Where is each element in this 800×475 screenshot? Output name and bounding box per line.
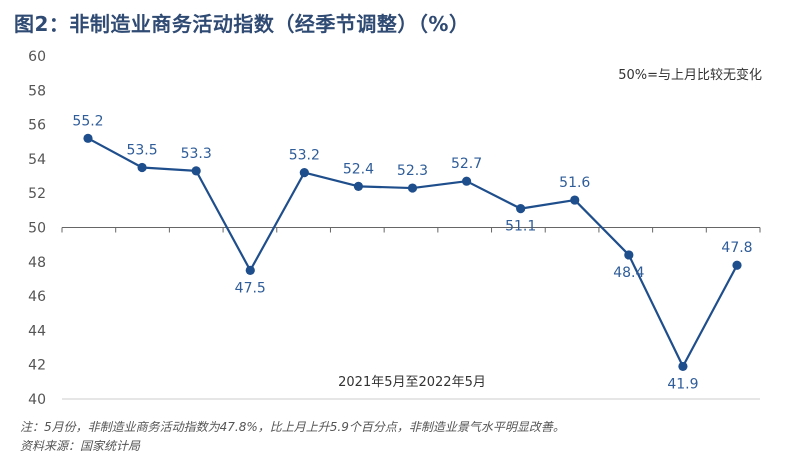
data-label: 55.2 [72, 113, 103, 129]
data-label: 53.5 [126, 142, 157, 158]
data-point [570, 195, 580, 205]
data-label: 47.5 [235, 280, 266, 296]
chart-title: 图2：非制造业商务活动指数（经季节调整）（%） [14, 12, 470, 36]
data-label: 52.7 [451, 156, 482, 172]
chart-note: 注：5月份，非制造业商务活动指数为47.8%，比上月上升5.9个百分点，非制造业… [20, 420, 565, 434]
y-tick-label: 56 [28, 118, 46, 134]
data-point [353, 181, 364, 191]
data-label: 51.6 [559, 175, 590, 191]
data-label: 51.1 [505, 219, 536, 235]
x-axis-label: 2021年5月至2022年5月 [338, 375, 486, 390]
annotation-text: 50%=与上月比较无变化 [618, 67, 762, 83]
data-label: 53.3 [181, 146, 212, 162]
data-point [245, 265, 255, 275]
data-point [407, 183, 418, 193]
data-point [624, 250, 634, 260]
y-tick-label: 58 [28, 83, 46, 99]
data-label: 47.8 [721, 240, 752, 256]
data-label: 41.9 [667, 376, 698, 392]
y-tick-label: 48 [28, 255, 46, 271]
y-tick-label: 46 [28, 289, 46, 305]
y-tick-label: 42 [28, 358, 46, 374]
data-point [299, 168, 309, 178]
data-point [83, 133, 93, 143]
data-label: 48.4 [613, 265, 644, 281]
data-source: 资料来源：国家统计局 [20, 439, 141, 453]
data-point [516, 204, 526, 214]
data-label: 52.3 [397, 163, 428, 179]
y-tick-label: 52 [28, 186, 46, 202]
y-tick-label: 54 [28, 152, 46, 168]
data-point [678, 361, 688, 372]
data-point [461, 176, 472, 186]
data-label: 52.4 [343, 161, 374, 177]
y-tick-label: 60 [28, 49, 46, 65]
y-tick-label: 50 [28, 221, 46, 237]
y-tick-label: 44 [28, 323, 46, 339]
data-point [137, 162, 147, 173]
y-tick-label: 40 [28, 392, 46, 408]
data-point [191, 166, 201, 176]
data-point [732, 260, 742, 270]
data-label: 53.2 [289, 148, 320, 164]
